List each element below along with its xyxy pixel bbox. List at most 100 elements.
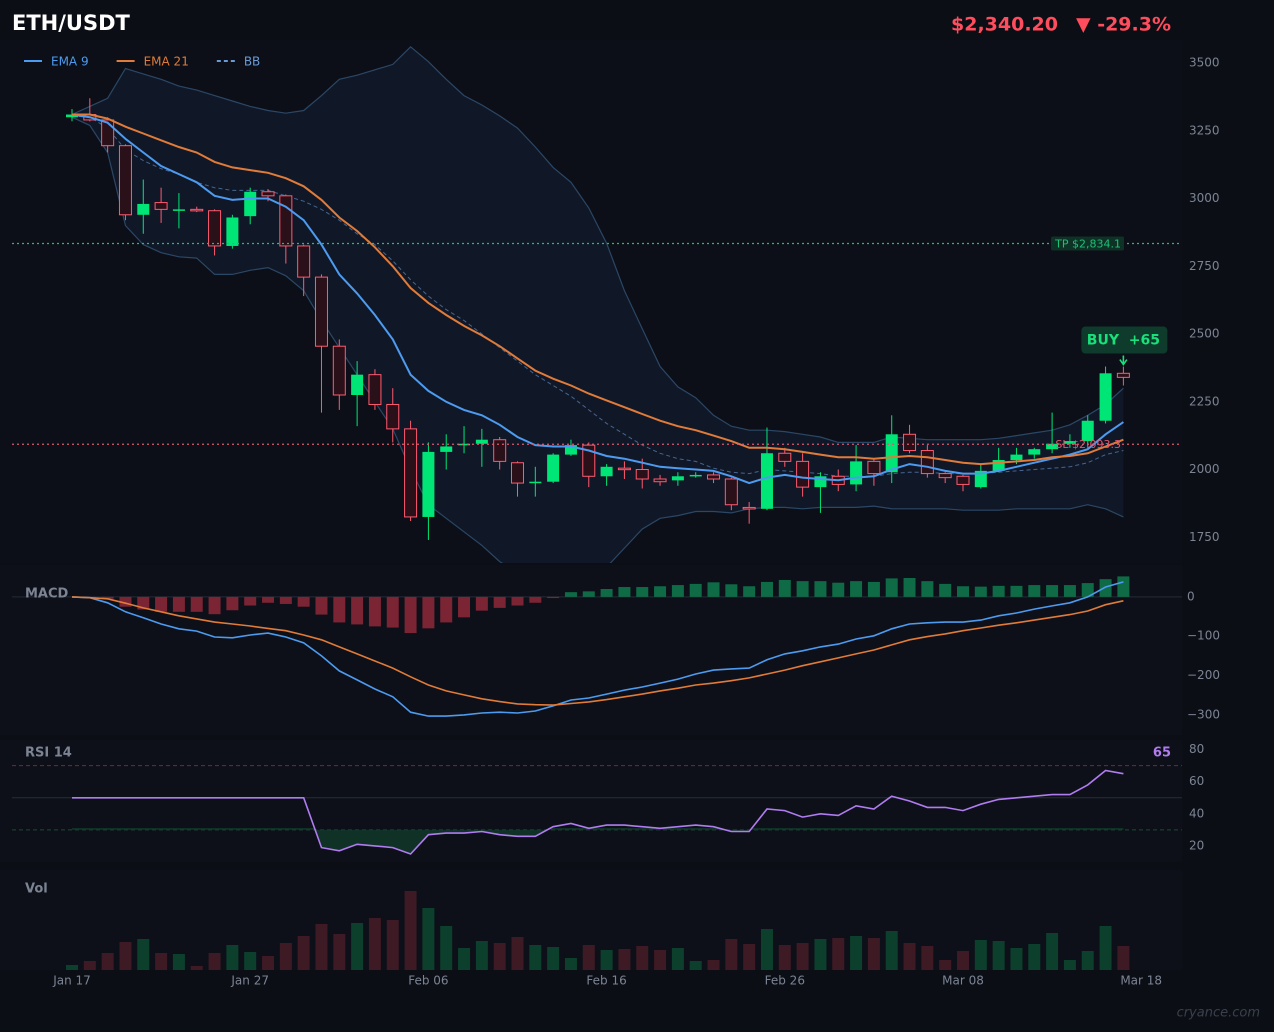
macd-histogram-bar [511, 596, 524, 606]
volume-bar [386, 920, 399, 970]
volume-bar [1010, 948, 1023, 970]
volume-bar [618, 949, 631, 970]
candle-body [635, 469, 649, 480]
macd-histogram-bar [440, 596, 453, 623]
macd-histogram-bar [547, 596, 560, 599]
y-tick-label: 3250 [1189, 123, 1220, 137]
macd-histogram-bar [832, 582, 845, 597]
volume-bar [137, 939, 150, 970]
volume-bar [475, 941, 488, 970]
macd-histogram-bar [850, 581, 863, 597]
candle-body [404, 428, 418, 518]
y-tick-label: 3000 [1189, 191, 1220, 205]
volume-bar [404, 891, 417, 970]
candle-body [582, 444, 596, 477]
candle-body [1063, 441, 1076, 444]
panel-title: Vol [25, 882, 48, 897]
macd-histogram-bar [957, 586, 969, 597]
y-tick-label: −200 [1187, 668, 1220, 682]
macd-histogram-bar [814, 581, 827, 597]
signal-box [1081, 326, 1168, 354]
macd-histogram-bar [867, 581, 880, 597]
volume-bar [778, 945, 791, 970]
macd-line [71, 596, 1124, 706]
macd-histogram-bar [155, 596, 168, 612]
y-tick-label: 20 [1189, 838, 1204, 852]
volume-bar [83, 961, 96, 970]
macd-histogram-bar [458, 596, 471, 618]
candle-body [172, 209, 185, 211]
macd-histogram-bar [992, 585, 1005, 597]
macd-histogram-bar [190, 596, 203, 612]
y-tick-label: 3500 [1189, 56, 1220, 70]
y-tick-label: 1750 [1189, 530, 1220, 544]
macd-panel [0, 565, 1182, 735]
macd-histogram-bar [1010, 585, 1023, 597]
volume-bar [155, 953, 168, 970]
x-tick-label: Feb 06 [408, 974, 448, 988]
macd-histogram-bar [1046, 585, 1059, 597]
candle-body [297, 245, 311, 278]
bb-middle [71, 115, 1124, 477]
panel-title: MACD [25, 587, 69, 602]
candle-body [867, 460, 881, 475]
candle-body [653, 478, 667, 483]
macd-histogram-bar [760, 581, 773, 597]
candle-body [314, 276, 328, 347]
candle-body [422, 451, 435, 517]
macd-histogram-bar [101, 596, 114, 599]
rsi-line [72, 769, 1124, 855]
macd-histogram-bar [1099, 579, 1112, 597]
candle-body [1010, 454, 1023, 461]
candle-body [1099, 373, 1112, 421]
macd-histogram-bar [1117, 576, 1130, 597]
volume-bar [244, 952, 257, 970]
candle-body [66, 114, 78, 118]
volume-bar [279, 943, 292, 970]
candle-body [226, 217, 239, 246]
macd-histogram-bar [636, 587, 649, 597]
volume-bar [511, 937, 524, 970]
candle-body [458, 443, 471, 446]
y-tick-label: 2750 [1189, 259, 1220, 273]
volume-bar [351, 923, 364, 970]
volume-bar [921, 946, 934, 970]
candle-body [992, 460, 1005, 471]
macd-histogram-bar [297, 596, 310, 607]
volume-bar [368, 918, 381, 970]
macd-histogram-bar [1081, 583, 1094, 597]
macd-histogram-bar [404, 596, 417, 634]
y-tick-label: −300 [1187, 707, 1220, 721]
volume-bar [1081, 951, 1094, 970]
macd-histogram-bar [707, 582, 720, 597]
macd-histogram-bar [939, 583, 952, 597]
rsi-last-value: 65 [1153, 746, 1171, 761]
volume-bar [707, 960, 720, 970]
x-tick-label: Mar 18 [1120, 974, 1162, 988]
volume-bar [66, 965, 78, 970]
volume-bar [957, 951, 969, 970]
volume-bar [689, 961, 702, 970]
candle-body [529, 481, 542, 484]
volume-bar [226, 945, 239, 970]
y-tick-label: 80 [1189, 742, 1204, 756]
x-tick-label: Feb 16 [586, 974, 626, 988]
macd-histogram-bar [368, 596, 381, 627]
macd-histogram-bar [208, 596, 221, 615]
y-tick-label: 2250 [1189, 394, 1220, 408]
volume-bar [636, 946, 649, 970]
candle-body [617, 467, 631, 471]
candle-body [600, 466, 613, 477]
rsi-oversold-fill [72, 828, 1124, 854]
x-tick-label: Feb 26 [765, 974, 805, 988]
volume-bar [600, 950, 613, 970]
macd-histogram-bar [279, 596, 292, 604]
panel-title: RSI 14 [25, 746, 72, 761]
x-tick-label: Mar 08 [942, 974, 984, 988]
volume-bar [315, 924, 328, 970]
macd-histogram-bar [618, 587, 631, 597]
volume-bar [760, 929, 773, 970]
macd-histogram-bar [1028, 585, 1041, 597]
volume-bar [814, 939, 827, 970]
